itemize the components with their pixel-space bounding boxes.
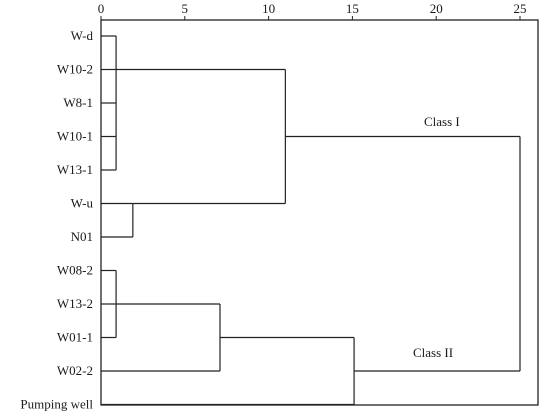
leaf-label: W-d <box>71 28 94 43</box>
leaf-label: W13-1 <box>57 162 93 177</box>
leaf-label: W8-1 <box>63 95 93 110</box>
class-2-label: Class II <box>413 345 453 360</box>
leaf-label: W01-1 <box>57 330 93 345</box>
leaf-label: Pumping well <box>20 397 93 412</box>
class-1-label: Class I <box>424 114 460 129</box>
x-axis-ticks: 0 5 10 15 20 25 <box>98 1 527 20</box>
plot-frame <box>100 19 539 406</box>
x-tick-label: 10 <box>262 1 275 16</box>
dendrogram-links <box>101 35 521 406</box>
x-tick-label: 0 <box>98 1 105 16</box>
x-tick-label: 5 <box>182 1 189 16</box>
plot-border <box>100 19 539 406</box>
leaf-label: W02-2 <box>57 363 93 378</box>
leaf-label: N01 <box>71 229 93 244</box>
leaf-label: W13-2 <box>57 296 93 311</box>
x-tick-label: 20 <box>430 1 443 16</box>
leaf-label: W-u <box>71 196 94 211</box>
leaf-labels: W-d W10-2 W8-1 W10-1 W13-1 W-u N01 W08-2 W13-2 W0… <box>20 28 93 412</box>
leaf-label: W10-1 <box>57 129 93 144</box>
leaf-label: W08-2 <box>57 263 93 278</box>
x-tick-label: 15 <box>346 1 359 16</box>
x-tick-label: 25 <box>514 1 527 16</box>
leaf-label: W10-2 <box>57 62 93 77</box>
